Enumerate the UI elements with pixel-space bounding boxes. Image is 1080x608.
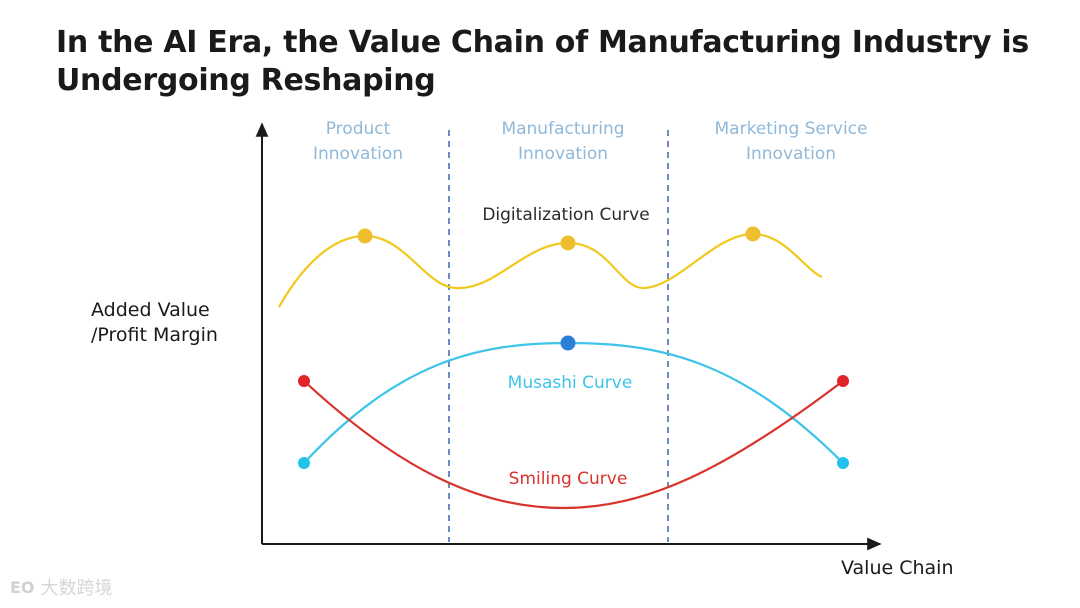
svg-text:Product: Product xyxy=(326,119,391,139)
watermark-text: 大数跨境 xyxy=(40,578,113,599)
svg-text:Innovation: Innovation xyxy=(518,144,608,164)
title-line-2: Undergoing Reshaping xyxy=(56,63,436,98)
smiling-curve-label: Smiling Curve xyxy=(509,469,628,489)
musashi-end-marker xyxy=(837,457,849,469)
musashi-curve-label: Musashi Curve xyxy=(508,373,633,393)
digitalization-peak-marker xyxy=(560,235,576,251)
svg-text:Marketing Service: Marketing Service xyxy=(715,119,868,139)
digitalization-peak-marker xyxy=(745,226,761,242)
svg-text:/Profit Margin: /Profit Margin xyxy=(91,324,218,346)
musashi-peak-marker xyxy=(560,335,576,351)
smiling-curve xyxy=(303,380,844,510)
svg-text:Innovation: Innovation xyxy=(313,144,403,164)
svg-text:Added Value: Added Value xyxy=(91,299,210,321)
watermark: EO 大数跨境 xyxy=(10,574,113,600)
page-title: In the AI Era, the Value Chain of Manufa… xyxy=(56,24,1036,100)
stage-label-manufacturing: Manufacturing Innovation xyxy=(501,119,624,164)
stage-label-product: Product Innovation xyxy=(313,119,403,164)
x-axis-label: Value Chain xyxy=(841,557,954,579)
smiling-end-marker xyxy=(837,375,849,387)
svg-text:Innovation: Innovation xyxy=(746,144,836,164)
digitalization-curve-label: Digitalization Curve xyxy=(482,205,649,225)
smiling-end-marker xyxy=(298,375,310,387)
stage-label-marketing: Marketing Service Innovation xyxy=(715,119,868,164)
svg-text:Manufacturing: Manufacturing xyxy=(501,119,624,139)
musashi-curve xyxy=(303,341,844,464)
watermark-logo: EO xyxy=(10,577,35,597)
digitalization-curve xyxy=(278,232,823,308)
title-line-1: In the AI Era, the Value Chain of Manufa… xyxy=(56,25,1029,60)
musashi-end-marker xyxy=(298,457,310,469)
y-axis-label: Added Value /Profit Margin xyxy=(91,299,218,346)
digitalization-peak-marker xyxy=(357,228,373,244)
